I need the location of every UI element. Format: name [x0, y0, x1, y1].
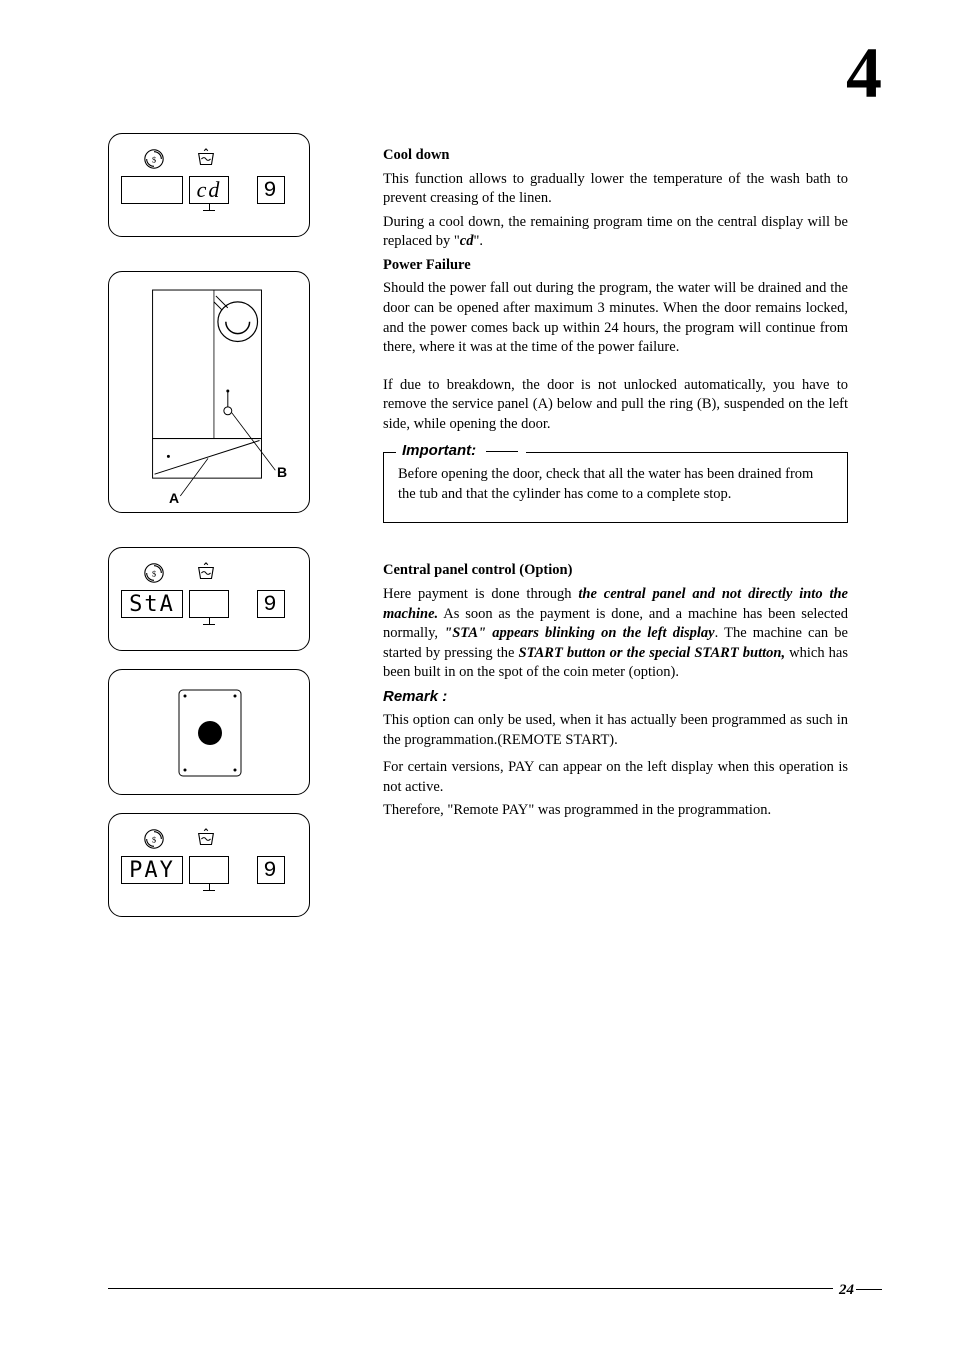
footer-page-number: 24: [833, 1282, 854, 1299]
display-panel-cd: $ cd 9: [108, 133, 310, 237]
paragraph: Should the power fall out during the pro…: [383, 279, 848, 357]
label-b: B: [277, 464, 287, 480]
chapter-number: 4: [846, 32, 882, 115]
remark-label: Remark :: [383, 687, 848, 707]
svg-text:$: $: [152, 836, 156, 845]
footer-tick: [856, 1289, 882, 1290]
paragraph: This function allows to gradually lower …: [383, 170, 848, 209]
heading-cooldown: Cool down: [383, 146, 848, 166]
seg-mid: [189, 856, 229, 884]
seg-right: 9: [257, 856, 285, 884]
start-button-box: [108, 669, 310, 795]
display-panel-sta: $ StA 9: [108, 547, 310, 651]
heading-central: Central panel control (Option): [383, 561, 848, 581]
figures-column: $ cd 9: [108, 133, 310, 951]
important-box: Important: Before opening the door, chec…: [383, 452, 848, 523]
text-column: Cool down This function allows to gradua…: [383, 142, 848, 825]
svg-text:$: $: [152, 156, 156, 165]
display-panel-pay: $ PAY 9: [108, 813, 310, 917]
svg-text:$: $: [152, 570, 156, 579]
temp-icon: [195, 828, 217, 850]
paragraph: Here payment is done through the central…: [383, 585, 848, 683]
temp-icon: [195, 562, 217, 584]
seg-right: 9: [257, 590, 285, 618]
spin-icon: $: [143, 828, 165, 850]
paragraph: For certain versions, PAY can appear on …: [383, 758, 848, 797]
seg-left: StA: [121, 590, 183, 618]
seg-mid: cd: [189, 176, 229, 204]
paragraph: If due to breakdown, the door is not unl…: [383, 376, 848, 435]
seg-left: [121, 176, 183, 204]
seg-right: 9: [257, 176, 285, 204]
paragraph: Therefore, "Remote PAY" was programmed i…: [383, 801, 848, 821]
temp-icon: [195, 148, 217, 170]
seg-mid: [189, 590, 229, 618]
machine-diagram: A B: [108, 271, 310, 513]
label-a: A: [169, 490, 179, 506]
important-body: Before opening the door, check that all …: [398, 465, 833, 504]
footer-rule: [108, 1288, 848, 1289]
seg-left: PAY: [121, 856, 183, 884]
spin-icon: $: [143, 562, 165, 584]
paragraph: During a cool down, the remaining progra…: [383, 213, 848, 252]
important-label: Important:: [396, 441, 526, 461]
heading-power: Power Failure: [383, 256, 848, 276]
spin-icon: $: [143, 148, 165, 170]
paragraph: This option can only be used, when it ha…: [383, 711, 848, 750]
